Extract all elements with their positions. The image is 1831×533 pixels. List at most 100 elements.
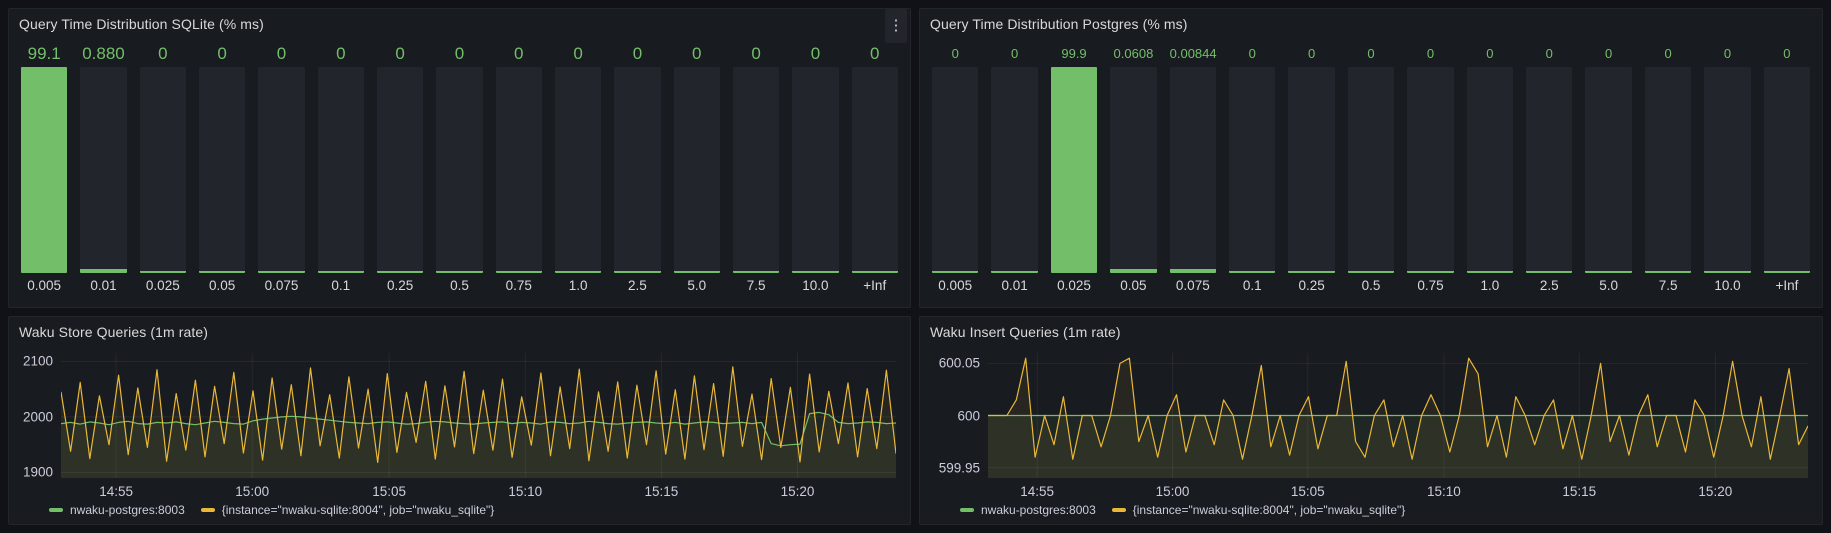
panel-title: Waku Store Queries (1m rate): [19, 324, 209, 340]
histogram-bar[interactable]: 0.00844 0.075: [1169, 41, 1217, 297]
bar-track: [1110, 67, 1157, 273]
panel-insert-queries: Waku Insert Queries (1m rate) 599.95 600 6…: [919, 316, 1823, 525]
legend-item-sqlite[interactable]: {instance="nwaku-sqlite:8004", job="nwak…: [200, 503, 495, 517]
bar-value-label: 0: [751, 44, 761, 63]
bar-bucket-label: 0.025: [1057, 278, 1091, 293]
bar-fill: [1526, 271, 1573, 273]
y-tick-label: 599.95: [938, 460, 980, 476]
bar-bucket-label: 0.01: [90, 278, 117, 293]
panel-store-queries: Waku Store Queries (1m rate) 1900 2000 210…: [8, 316, 911, 525]
bar-bucket-label: 0.1: [1242, 278, 1262, 293]
series-swatch-green: [49, 508, 63, 512]
histogram-bar[interactable]: 0 0.75: [1407, 41, 1454, 297]
histogram-bar[interactable]: 0.880 0.01: [80, 41, 127, 297]
panel-header[interactable]: Query Time Distribution Postgres (% ms): [920, 9, 1822, 39]
histogram-bar[interactable]: 0 7.5: [732, 41, 780, 297]
histogram-bar[interactable]: 0 10.0: [1704, 41, 1751, 297]
bar-value-label: 0: [1367, 46, 1375, 61]
histogram-bar[interactable]: 0 0.005: [932, 41, 979, 297]
histogram-bar[interactable]: 0 0.1: [1229, 41, 1276, 297]
histogram-bar[interactable]: 0 5.0: [1585, 41, 1632, 297]
histogram-bar[interactable]: 0 0.1: [317, 41, 364, 297]
legend-label: {instance="nwaku-sqlite:8004", job="nwak…: [221, 503, 495, 517]
histogram-bar[interactable]: 0 0.5: [436, 41, 483, 297]
histogram-bar[interactable]: 0 +Inf: [851, 41, 898, 297]
histogram-bar[interactable]: 0 7.5: [1644, 41, 1692, 297]
x-tick-label: 15:05: [1290, 484, 1325, 499]
bar-track: [554, 67, 602, 273]
histogram-bar[interactable]: 0.0608 0.05: [1110, 41, 1157, 297]
bar-value-label: 0: [951, 46, 959, 61]
histogram-bar[interactable]: 0 0.25: [1288, 41, 1335, 297]
histogram-bar[interactable]: 0 1.0: [1466, 41, 1514, 297]
bar-track: [317, 67, 364, 273]
histogram-bar[interactable]: 0 2.5: [614, 41, 661, 297]
histogram-bar[interactable]: 99.1 0.005: [21, 41, 68, 297]
histogram-bar[interactable]: 0 0.025: [139, 41, 186, 297]
bar-fill: [932, 271, 979, 273]
histogram-bar[interactable]: 0 2.5: [1526, 41, 1573, 297]
legend-item-postgres[interactable]: nwaku-postgres:8003: [960, 503, 1096, 517]
bar-fill: [1466, 271, 1514, 273]
bar-fill: [495, 271, 542, 273]
top-row: Query Time Distribution SQLite (% ms) ⋮ …: [8, 8, 1823, 308]
bar-fill: [792, 271, 839, 273]
bar-bucket-label: 1.0: [1480, 278, 1500, 293]
time-series-insert[interactable]: 599.95 600 600.05 14:55 15:00 15:05 15:10 15:1…: [928, 349, 1812, 500]
panel-header[interactable]: Waku Insert Queries (1m rate): [920, 317, 1822, 347]
histogram-bar[interactable]: 0 5.0: [673, 41, 720, 297]
histogram-bar[interactable]: 0 0.25: [376, 41, 424, 297]
y-axis: 599.95 600 600.05: [928, 353, 980, 478]
bar-bucket-label: 0.75: [1417, 278, 1444, 293]
legend-item-postgres[interactable]: nwaku-postgres:8003: [49, 503, 185, 517]
bar-bucket-label: 0.05: [1120, 278, 1147, 293]
bar-bucket-label: 0.025: [145, 278, 180, 293]
bar-value-label: 0: [276, 44, 287, 63]
bar-track: [1763, 67, 1811, 273]
bar-track: [198, 67, 246, 273]
panel-postgres-distribution: Query Time Distribution Postgres (% ms) …: [919, 8, 1823, 308]
series-swatch-yellow: [1111, 508, 1126, 512]
bar-value-label: 99.9: [1061, 46, 1087, 61]
plot-area[interactable]: [988, 353, 1809, 478]
x-tick-label: 14:55: [99, 484, 133, 499]
bar-value-label: 99.1: [27, 44, 61, 63]
legend-item-sqlite[interactable]: {instance="nwaku-sqlite:8004", job="nwak…: [1111, 503, 1405, 517]
bar-fill: [317, 271, 364, 273]
series-swatch-green: [960, 508, 974, 512]
histogram-bar[interactable]: 0 0.075: [258, 41, 305, 297]
plot-area[interactable]: [60, 353, 897, 478]
kebab-menu-icon[interactable]: ⋮: [885, 9, 907, 43]
bar-value-label: 0: [1723, 46, 1732, 61]
bar-fill: [991, 271, 1038, 273]
bar-value-label: 0: [870, 44, 880, 63]
bar-value-label: 0: [1010, 46, 1019, 61]
histogram-bar[interactable]: 0 10.0: [792, 41, 839, 297]
bar-gauge-sqlite: 99.1 0.005 0.880 0.01 0 0.025 0 0.05 0 0.075 0 0.1 0…: [9, 39, 910, 307]
bar-track: [1407, 67, 1454, 273]
panel-header[interactable]: Waku Store Queries (1m rate): [9, 317, 910, 347]
histogram-bar[interactable]: 99.9 0.025: [1050, 41, 1098, 297]
histogram-bar[interactable]: 0 0.05: [198, 41, 246, 297]
bar-bucket-label: 0.005: [27, 278, 62, 293]
histogram-bar[interactable]: 0 0.5: [1347, 41, 1395, 297]
bar-value-label: 0: [1426, 46, 1435, 61]
bar-fill: [21, 67, 68, 273]
legend-label: nwaku-postgres:8003: [70, 503, 185, 517]
x-tick-label: 14:55: [1020, 484, 1055, 499]
bar-track: [21, 67, 68, 273]
y-axis: 1900 2000 2100: [17, 353, 53, 480]
bar-fill: [1704, 271, 1751, 273]
histogram-bar[interactable]: 0 0.01: [991, 41, 1038, 297]
time-series-store[interactable]: 1900 2000 2100 14:55 15:00 15:05 15:10 15:15 15…: [17, 349, 900, 500]
histogram-bar[interactable]: 0 1.0: [554, 41, 602, 297]
bar-value-label: 0: [514, 44, 524, 63]
bar-fill: [554, 271, 602, 273]
bar-value-label: 0: [573, 44, 583, 63]
histogram-bar[interactable]: 0 +Inf: [1763, 41, 1811, 297]
bar-fill: [1407, 271, 1454, 273]
bar-track: [1585, 67, 1632, 273]
panel-header[interactable]: Query Time Distribution SQLite (% ms): [9, 9, 910, 39]
histogram-bar[interactable]: 0 0.75: [495, 41, 542, 297]
x-tick-label: 15:00: [1155, 484, 1190, 499]
